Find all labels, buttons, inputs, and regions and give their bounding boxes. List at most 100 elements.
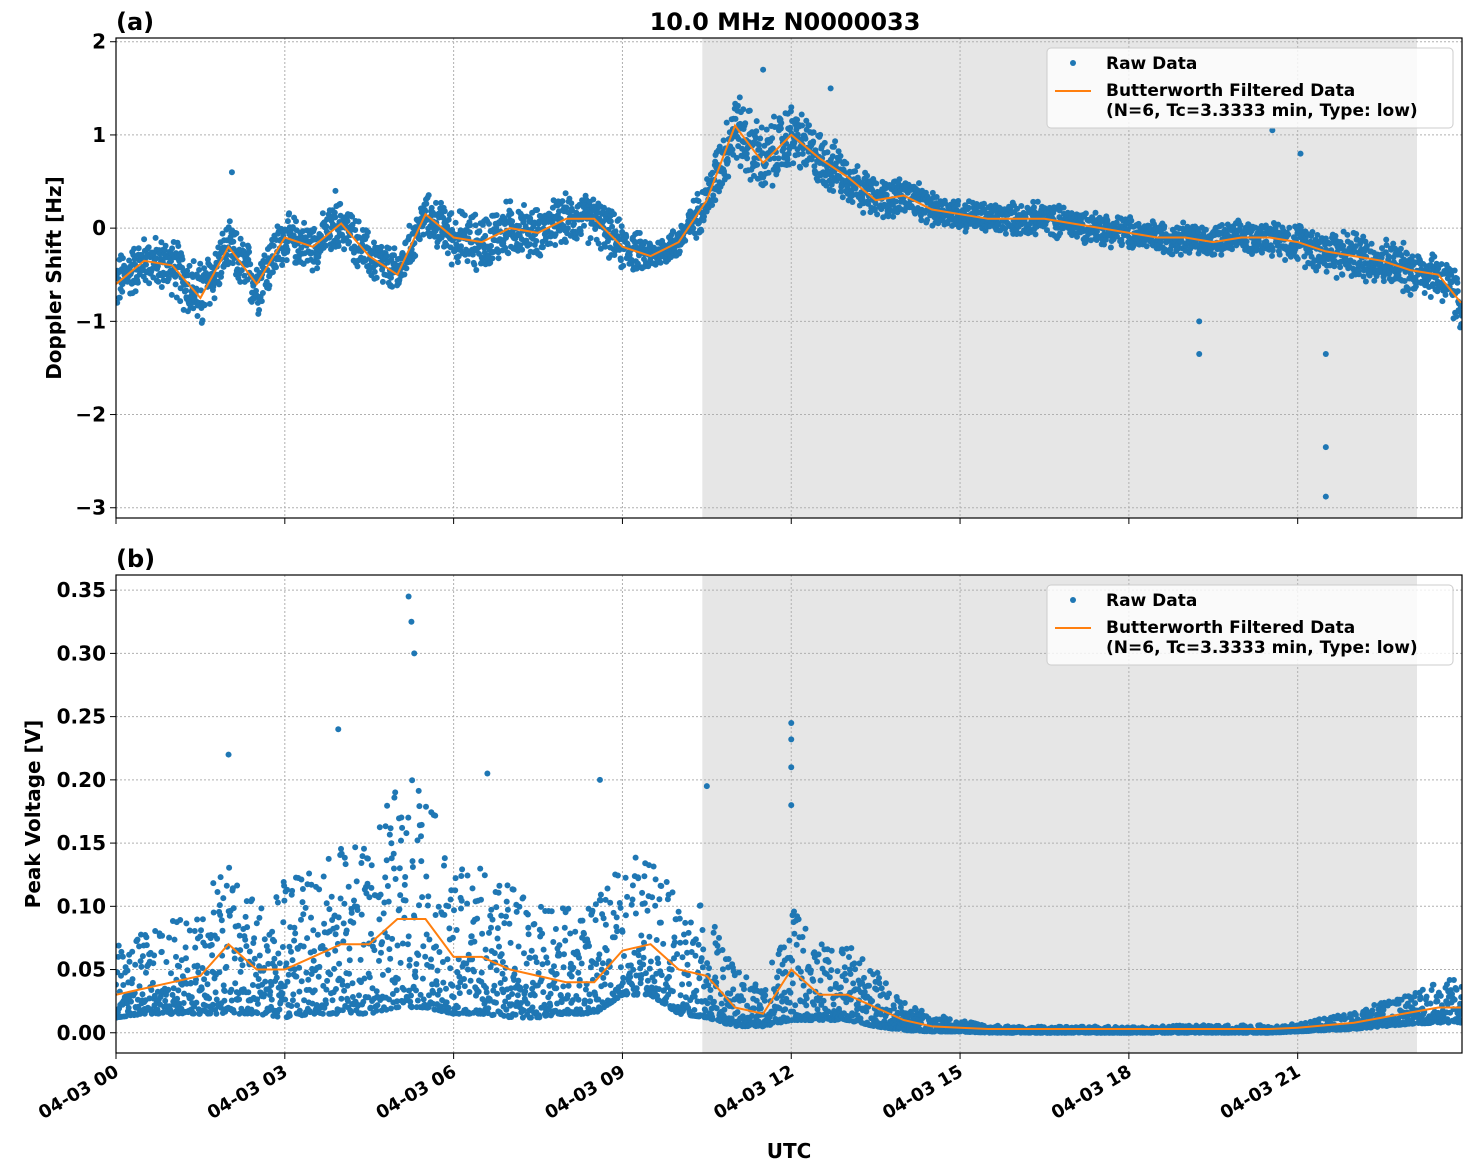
raw-point xyxy=(742,120,749,127)
raw-point xyxy=(420,996,427,1003)
raw-point xyxy=(617,257,624,264)
raw-point xyxy=(232,980,239,987)
raw-point xyxy=(216,969,223,976)
raw-point xyxy=(337,200,344,207)
raw-point xyxy=(896,176,903,183)
raw-point xyxy=(324,951,331,958)
raw-point xyxy=(286,210,293,217)
raw-point xyxy=(197,260,204,267)
raw-point xyxy=(560,964,567,971)
raw-point xyxy=(488,924,494,931)
raw-point xyxy=(693,234,700,241)
raw-point xyxy=(785,150,792,157)
raw-point xyxy=(478,254,485,261)
raw-point xyxy=(388,1005,394,1012)
raw-point xyxy=(230,238,237,245)
raw-point xyxy=(621,953,627,959)
raw-point xyxy=(308,914,314,921)
raw-point xyxy=(614,928,621,935)
x-tick-label: 04-03 00 xyxy=(35,1061,122,1124)
raw-point xyxy=(849,192,856,199)
raw-point xyxy=(1383,236,1390,243)
raw-point xyxy=(118,972,124,979)
raw-point xyxy=(448,210,455,217)
raw-point xyxy=(466,229,473,236)
raw-point xyxy=(599,960,606,967)
raw-point xyxy=(449,982,456,989)
raw-point xyxy=(535,226,542,232)
raw-point xyxy=(354,907,361,913)
raw-point xyxy=(368,930,374,937)
raw-point xyxy=(420,231,427,238)
raw-point xyxy=(134,936,141,943)
raw-point xyxy=(523,983,529,990)
raw-point xyxy=(618,223,625,230)
raw-point xyxy=(184,967,191,974)
raw-point xyxy=(601,981,608,988)
raw-point xyxy=(716,143,723,150)
raw-point xyxy=(586,943,592,949)
raw-point xyxy=(221,988,228,994)
raw-point xyxy=(143,942,150,949)
raw-point xyxy=(458,243,464,250)
raw-point xyxy=(769,182,776,189)
raw-point xyxy=(548,908,555,915)
raw-point xyxy=(1143,243,1150,250)
raw-point xyxy=(622,912,629,919)
raw-point xyxy=(811,163,818,170)
raw-point xyxy=(1177,251,1184,258)
raw-point xyxy=(396,906,403,913)
raw-point xyxy=(358,911,365,918)
raw-point xyxy=(242,913,249,920)
y-tick-label: 0.10 xyxy=(57,894,106,918)
raw-point xyxy=(1442,291,1449,298)
raw-point xyxy=(270,242,277,249)
raw-point xyxy=(423,873,430,880)
raw-point xyxy=(219,927,226,934)
raw-point xyxy=(747,176,754,183)
raw-point xyxy=(774,167,781,173)
raw-point xyxy=(298,916,304,923)
raw-point xyxy=(341,987,348,994)
raw-point xyxy=(458,873,465,879)
raw-point xyxy=(743,150,750,157)
y-tick-label: −3 xyxy=(75,496,106,520)
raw-point xyxy=(622,874,629,881)
raw-point xyxy=(386,245,392,252)
raw-point xyxy=(148,987,155,993)
raw-point xyxy=(418,858,425,865)
raw-point-outlier xyxy=(712,197,719,204)
raw-point xyxy=(505,250,512,257)
raw-point xyxy=(1249,251,1255,257)
raw-point xyxy=(464,872,471,879)
raw-point xyxy=(456,990,463,997)
raw-point xyxy=(276,1006,283,1013)
raw-point xyxy=(119,288,126,295)
raw-point xyxy=(380,910,387,917)
raw-point xyxy=(344,218,351,225)
raw-point xyxy=(296,988,303,995)
raw-point xyxy=(1161,223,1168,230)
raw-point xyxy=(452,875,459,882)
raw-point xyxy=(568,973,575,980)
raw-point xyxy=(300,911,307,918)
raw-point xyxy=(1032,231,1039,238)
raw-point xyxy=(1107,244,1114,251)
raw-point xyxy=(378,243,385,250)
raw-point xyxy=(1135,220,1142,227)
raw-point xyxy=(478,896,484,903)
raw-point xyxy=(824,149,831,156)
raw-point xyxy=(116,981,119,988)
raw-point xyxy=(954,207,961,214)
raw-point xyxy=(239,241,246,248)
raw-point xyxy=(190,1010,197,1017)
raw-point xyxy=(452,887,459,894)
raw-point xyxy=(346,957,353,964)
raw-point xyxy=(603,947,610,954)
x-tick-label: 04-03 03 xyxy=(204,1061,291,1124)
raw-point xyxy=(445,903,452,910)
raw-point xyxy=(1366,272,1373,279)
raw-point xyxy=(413,961,420,967)
raw-point xyxy=(795,151,802,158)
